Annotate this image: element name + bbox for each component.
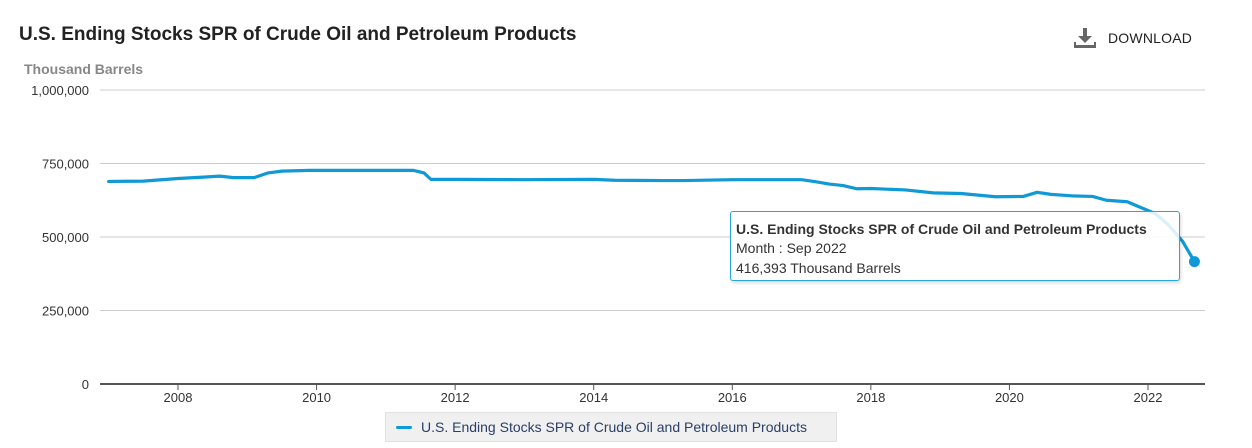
x-tick-label: 2016 xyxy=(718,390,747,405)
legend-item[interactable]: U.S. Ending Stocks SPR of Crude Oil and … xyxy=(385,412,837,442)
tooltip-value: 416,393 Thousand Barrels xyxy=(736,260,901,276)
chart-title: U.S. Ending Stocks SPR of Crude Oil and … xyxy=(19,24,577,45)
y-axis-labels: 0 250,000 500,000 750,000 1,000,000 xyxy=(31,83,89,392)
y-axis-title: Thousand Barrels xyxy=(24,61,144,77)
x-tick-label: 2012 xyxy=(441,390,470,405)
tooltip-month: Month : Sep 2022 xyxy=(736,240,847,256)
y-tick-label: 250,000 xyxy=(42,304,89,319)
series-line xyxy=(107,168,1197,264)
y-tick-label: 750,000 xyxy=(42,157,89,172)
series-group xyxy=(107,168,1200,268)
y-tick-label: 0 xyxy=(82,377,89,392)
x-tick-label: 2008 xyxy=(164,390,193,405)
download-label: DOWNLOAD xyxy=(1108,30,1193,46)
x-tick-label: 2018 xyxy=(856,390,885,405)
y-tick-label: 500,000 xyxy=(42,230,89,245)
tooltip-series: U.S. Ending Stocks SPR of Crude Oil and … xyxy=(736,221,1147,237)
x-tick-label: 2010 xyxy=(302,390,331,405)
y-tick-label: 1,000,000 xyxy=(31,83,89,98)
download-icon xyxy=(1074,28,1096,48)
highlight-point xyxy=(1188,256,1200,268)
x-tick-label: 2022 xyxy=(1134,390,1163,405)
x-axis: 2008 2010 2012 2014 2016 2018 2020 2022 xyxy=(100,383,1205,405)
x-tick-label: 2020 xyxy=(995,390,1024,405)
legend-swatch xyxy=(396,425,412,429)
x-tick-label: 2014 xyxy=(579,390,608,405)
data-tooltip: U.S. Ending Stocks SPR of Crude Oil and … xyxy=(730,211,1180,281)
download-button[interactable]: DOWNLOAD xyxy=(1074,28,1192,48)
legend-label: U.S. Ending Stocks SPR of Crude Oil and … xyxy=(421,419,807,435)
